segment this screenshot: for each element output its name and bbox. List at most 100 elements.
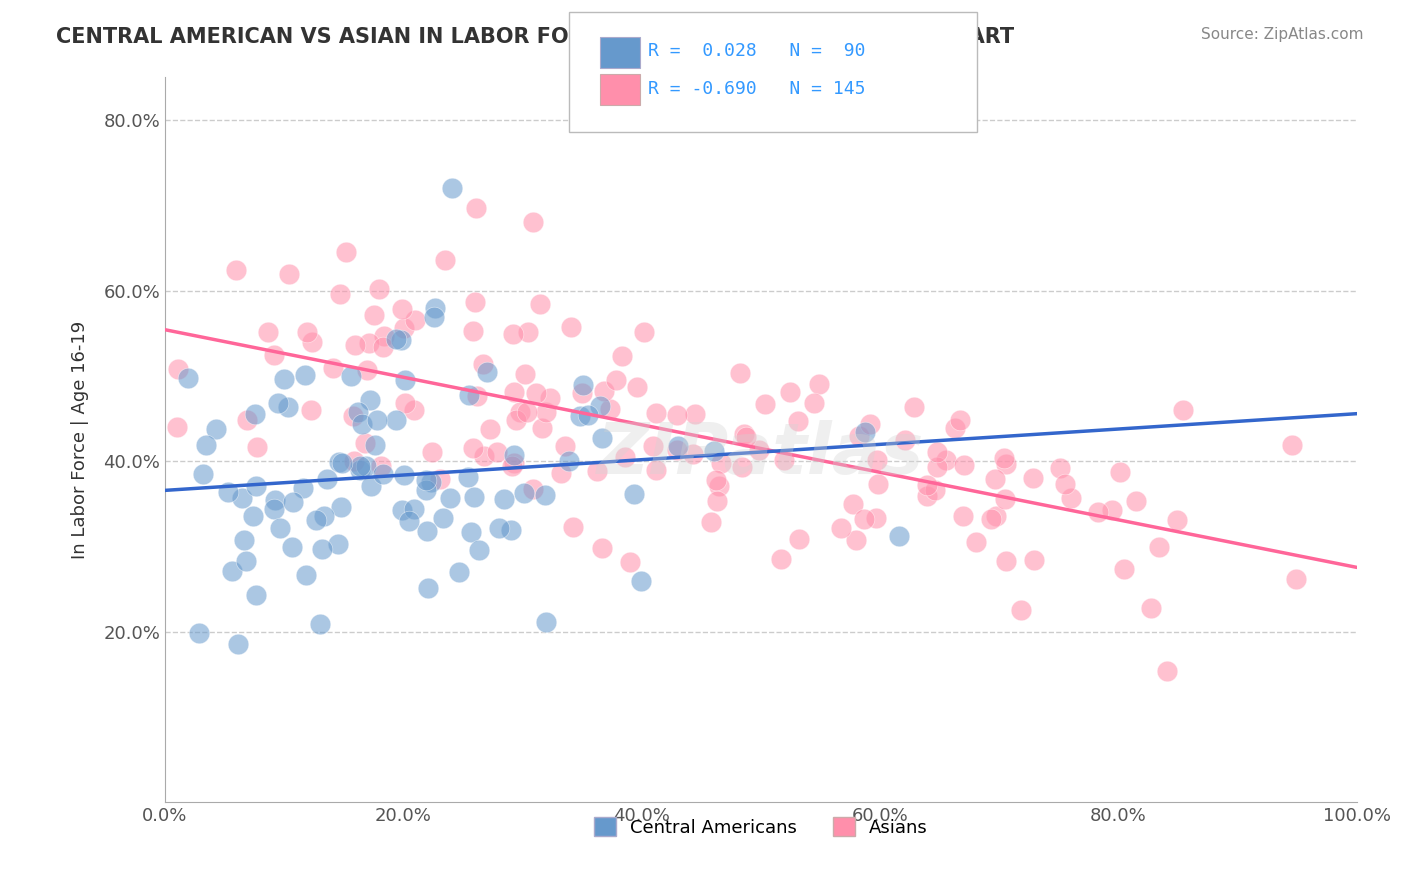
Point	[935, 453, 957, 467]
Point	[350, 417, 373, 432]
Point	[700, 515, 723, 529]
Point	[704, 473, 727, 487]
Point	[316, 472, 339, 486]
Point	[415, 473, 437, 487]
Point	[995, 554, 1018, 568]
Point	[830, 521, 852, 535]
Point	[326, 537, 349, 551]
Point	[501, 458, 523, 473]
Point	[842, 497, 865, 511]
Point	[614, 450, 637, 465]
Point	[894, 433, 917, 447]
Point	[364, 438, 387, 452]
Point	[505, 413, 527, 427]
Point	[1281, 438, 1303, 452]
Point	[943, 421, 966, 435]
Point	[605, 373, 627, 387]
Legend: Central Americans, Asians: Central Americans, Asians	[586, 810, 935, 844]
Point	[903, 400, 925, 414]
Point	[706, 494, 728, 508]
Point	[710, 456, 733, 470]
Point	[472, 357, 495, 371]
Point	[803, 395, 825, 409]
Point	[349, 463, 371, 477]
Point	[312, 508, 335, 523]
Point	[1149, 540, 1171, 554]
Point	[357, 335, 380, 350]
Point	[394, 396, 416, 410]
Point	[503, 456, 526, 470]
Point	[389, 333, 412, 347]
Point	[359, 393, 381, 408]
Point	[513, 486, 536, 500]
Point	[447, 566, 470, 580]
Point	[233, 533, 256, 547]
Point	[522, 215, 544, 229]
Point	[859, 417, 882, 432]
Point	[245, 479, 267, 493]
Point	[434, 253, 457, 268]
Point	[610, 349, 633, 363]
Point	[420, 475, 443, 489]
Point	[245, 588, 267, 602]
Point	[591, 541, 613, 555]
Point	[586, 464, 609, 478]
Point	[416, 582, 439, 596]
Point	[488, 520, 510, 534]
Point	[294, 568, 316, 582]
Point	[349, 459, 371, 474]
Point	[754, 397, 776, 411]
Point	[177, 370, 200, 384]
Point	[221, 564, 243, 578]
Point	[561, 520, 583, 534]
Point	[728, 367, 751, 381]
Point	[733, 426, 755, 441]
Point	[235, 554, 257, 568]
Point	[309, 616, 332, 631]
Point	[516, 405, 538, 419]
Point	[461, 325, 484, 339]
Point	[342, 409, 364, 423]
Point	[524, 386, 547, 401]
Point	[494, 491, 516, 506]
Point	[423, 310, 446, 325]
Point	[845, 533, 868, 548]
Point	[246, 440, 269, 454]
Point	[263, 492, 285, 507]
Point	[534, 615, 557, 629]
Point	[347, 405, 370, 419]
Point	[730, 459, 752, 474]
Point	[554, 439, 576, 453]
Point	[335, 245, 357, 260]
Point	[478, 422, 501, 436]
Point	[623, 487, 645, 501]
Point	[787, 414, 810, 428]
Point	[242, 508, 264, 523]
Point	[703, 443, 725, 458]
Point	[887, 528, 910, 542]
Point	[626, 380, 648, 394]
Point	[986, 509, 1008, 524]
Point	[329, 287, 352, 301]
Point	[641, 439, 664, 453]
Point	[735, 430, 758, 444]
Text: Source: ZipAtlas.com: Source: ZipAtlas.com	[1201, 27, 1364, 42]
Point	[391, 301, 413, 316]
Text: R =  0.028   N =  90: R = 0.028 N = 90	[648, 42, 866, 60]
Point	[619, 555, 641, 569]
Point	[461, 441, 484, 455]
Point	[925, 444, 948, 458]
Point	[591, 432, 613, 446]
Point	[297, 325, 319, 339]
Point	[217, 484, 239, 499]
Point	[666, 408, 689, 422]
Point	[263, 348, 285, 362]
Point	[666, 439, 689, 453]
Y-axis label: In Labor Force | Age 16-19: In Labor Force | Age 16-19	[72, 321, 89, 559]
Point	[866, 453, 889, 467]
Point	[558, 454, 581, 468]
Point	[191, 467, 214, 482]
Point	[1125, 494, 1147, 508]
Point	[373, 329, 395, 343]
Point	[188, 625, 211, 640]
